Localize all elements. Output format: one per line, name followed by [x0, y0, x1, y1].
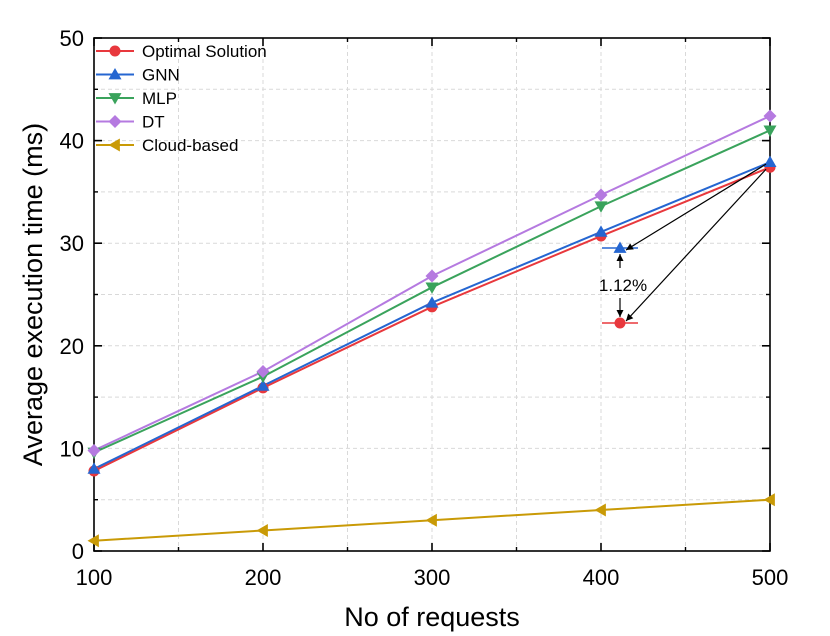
y-tick-label: 50	[60, 26, 84, 51]
x-tick-label: 200	[245, 565, 282, 590]
zoom-annotation: 1.12%	[599, 163, 767, 329]
y-tick-label: 10	[60, 436, 84, 461]
legend-label-optimal-solution: Optimal Solution	[142, 42, 267, 61]
data-point-mlp	[425, 282, 439, 294]
y-tick-label: 30	[60, 231, 84, 256]
legend-marker-gnn	[108, 68, 122, 80]
y-axis-title: Average execution time (ms)	[18, 123, 48, 466]
x-tick-label: 300	[414, 565, 451, 590]
zoom-arrow-optimal-head	[626, 313, 634, 321]
data-point-mlp	[763, 125, 777, 137]
legend: Optimal Solution GNN MLP DT Cloud-based	[96, 42, 267, 155]
series-layer	[87, 109, 777, 548]
zoom-arrow-gnn	[625, 163, 767, 251]
zoom-arrow-gnn-head	[626, 243, 634, 250]
y-tick-label: 40	[60, 129, 84, 154]
y-tick-label: 0	[72, 539, 84, 564]
zoom-gnn-marker	[613, 241, 627, 253]
data-point-cloud-based	[256, 523, 268, 537]
data-point-gnn	[594, 225, 608, 237]
legend-label-mlp: MLP	[142, 89, 177, 108]
data-point-gnn	[256, 379, 270, 391]
legend-marker-cloud-based	[108, 138, 120, 152]
data-point-gnn	[425, 296, 439, 308]
data-point-dt	[425, 269, 439, 283]
y-tick-label: 20	[60, 334, 84, 359]
legend-marker-dt	[108, 115, 122, 128]
grid	[94, 38, 770, 551]
data-point-cloud-based	[87, 534, 99, 548]
data-point-dt	[87, 443, 101, 457]
gap-label: 1.12%	[599, 276, 647, 295]
axes: 0 10 20 30 40 50 100 200 300 400 500	[60, 26, 789, 590]
data-point-dt	[594, 188, 608, 202]
data-point-gnn	[87, 462, 101, 474]
legend-label-dt: DT	[142, 113, 165, 132]
data-point-cloud-based	[425, 513, 437, 527]
zoom-optimal-marker	[614, 317, 626, 329]
x-tick-label: 500	[752, 565, 789, 590]
data-point-gnn	[763, 155, 777, 168]
data-point-cloud-based	[594, 503, 606, 517]
x-tick-label: 400	[583, 565, 620, 590]
gap-arrow-down-head	[616, 310, 624, 317]
zoom-arrow-optimal	[625, 168, 767, 322]
x-tick-label: 100	[76, 565, 113, 590]
data-point-dt	[256, 364, 270, 378]
data-point-cloud-based	[763, 493, 775, 507]
data-point-mlp	[594, 201, 608, 213]
data-point-dt	[763, 109, 777, 123]
legend-label-gnn: GNN	[142, 66, 180, 85]
legend-label-cloud-based: Cloud-based	[142, 136, 238, 155]
legend-marker-optimal-solution	[109, 45, 121, 57]
legend-marker-mlp	[108, 93, 122, 105]
gap-arrow-up-head	[616, 254, 624, 261]
x-axis-title: No of requests	[344, 602, 520, 632]
